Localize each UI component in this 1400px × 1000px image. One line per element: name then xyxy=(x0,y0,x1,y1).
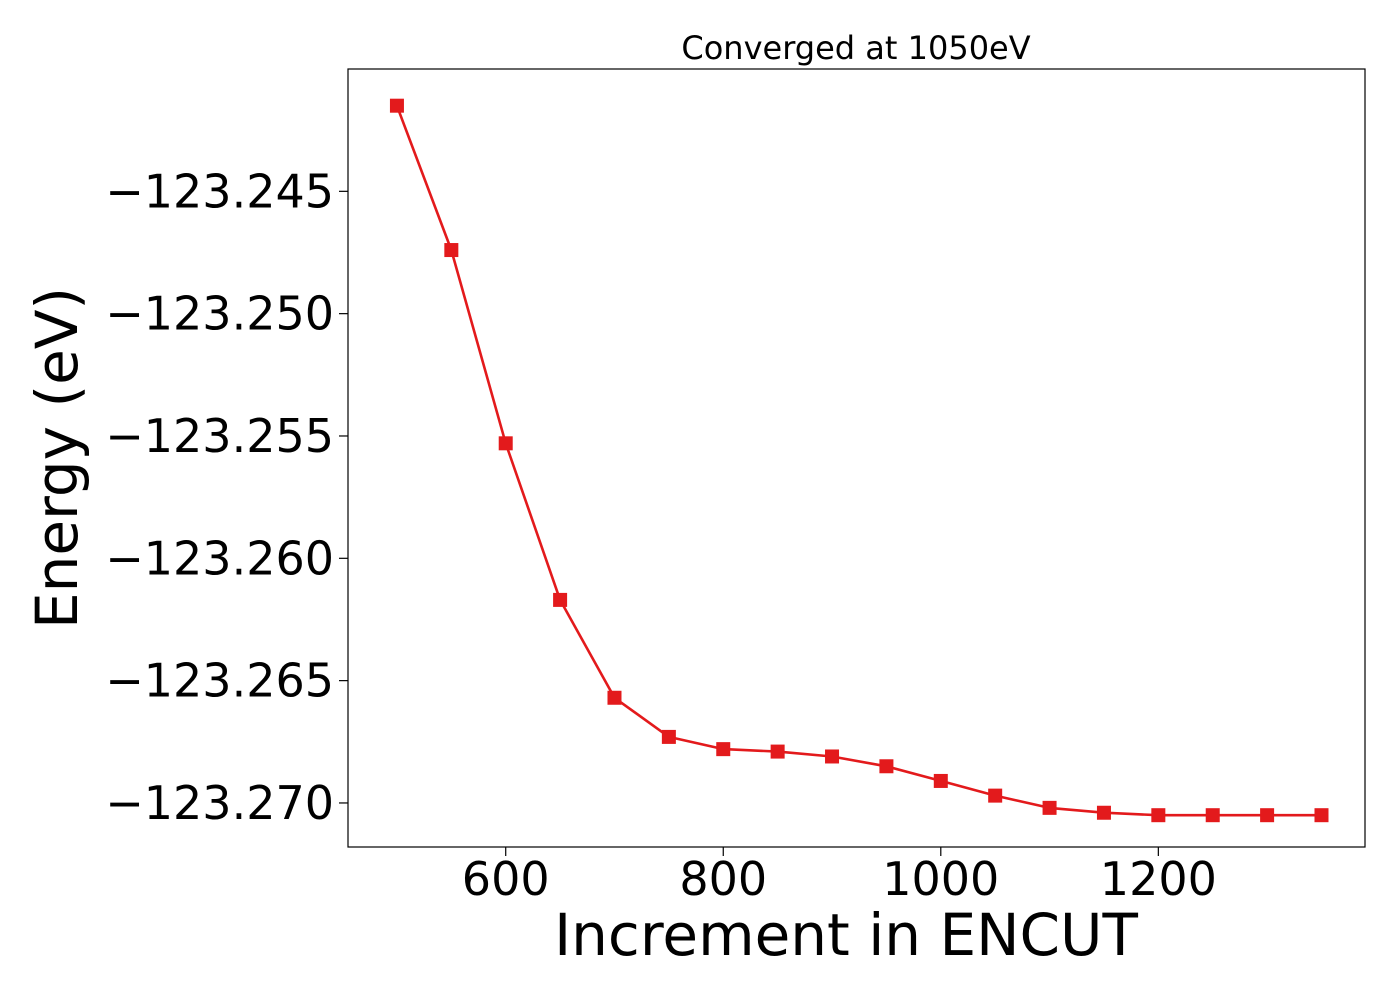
data-point-marker xyxy=(444,243,459,258)
data-point-marker xyxy=(553,592,568,607)
x-tick-label: 800 xyxy=(679,852,767,906)
data-point-marker xyxy=(1042,800,1057,815)
data-point-marker xyxy=(1314,808,1329,823)
x-axis: 600 800 1000 1200 xyxy=(462,847,1217,906)
data-point-marker xyxy=(1205,808,1220,823)
data-point-marker xyxy=(607,690,622,705)
data-point-marker xyxy=(988,788,1003,803)
y-tick-label: −123.255 xyxy=(105,409,334,463)
x-tick-label: 1200 xyxy=(1100,852,1217,906)
series-layer xyxy=(389,98,1329,823)
x-tick-label: 600 xyxy=(462,852,550,906)
data-point-marker xyxy=(879,759,894,774)
y-axis: −123.245 −123.250 −123.255 −123.260 −123.265… xyxy=(105,164,348,830)
y-tick-label: −123.250 xyxy=(105,287,334,341)
data-point-marker xyxy=(933,773,948,788)
y-tick-label: −123.265 xyxy=(105,654,334,708)
data-point-marker xyxy=(716,742,731,757)
data-point-marker xyxy=(1151,808,1166,823)
plot-area-frame xyxy=(347,68,1366,848)
y-tick-label: −123.270 xyxy=(105,776,334,830)
data-point-marker xyxy=(498,436,513,451)
data-point-marker xyxy=(825,749,840,764)
data-point-marker xyxy=(661,729,676,744)
data-point-marker xyxy=(1260,808,1275,823)
y-tick-label: −123.245 xyxy=(105,164,334,218)
data-point-marker xyxy=(1096,805,1111,820)
series-line xyxy=(395,105,1322,817)
chart-title: Converged at 1050eV xyxy=(681,29,1030,67)
data-point-marker xyxy=(770,744,785,759)
y-axis-label: Energy (eV) xyxy=(23,287,91,629)
data-point-marker xyxy=(389,98,404,113)
x-tick-label: 1000 xyxy=(882,852,999,906)
y-tick-label: −123.260 xyxy=(105,531,334,585)
x-axis-label: Increment in ENCUT xyxy=(554,901,1138,969)
